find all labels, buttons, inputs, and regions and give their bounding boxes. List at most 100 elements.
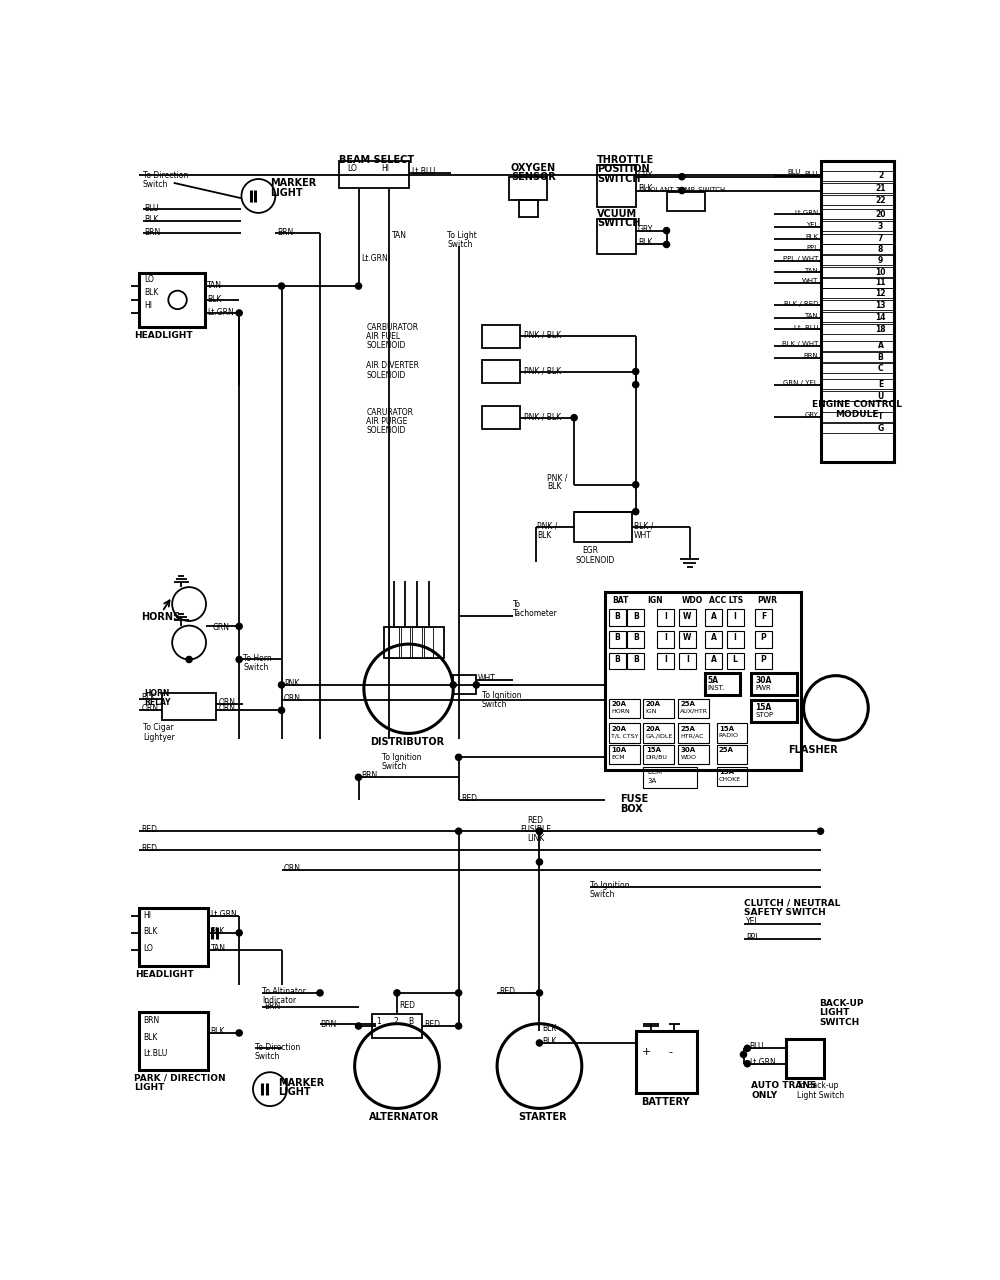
Text: To Direction: To Direction [255, 1043, 300, 1052]
Text: ONLY: ONLY [751, 1091, 777, 1100]
Text: GRN: GRN [212, 623, 229, 632]
Circle shape [236, 929, 242, 936]
Text: HI: HI [144, 301, 152, 310]
Text: YEL: YEL [746, 918, 759, 927]
Text: Switch: Switch [382, 762, 407, 771]
Text: BLK: BLK [144, 215, 159, 224]
Text: To Ignition: To Ignition [590, 881, 629, 891]
Text: ORN: ORN [284, 694, 301, 703]
Circle shape [679, 187, 685, 193]
Bar [339, 161, 409, 188]
Text: LIGHT: LIGHT [270, 188, 303, 198]
Text: LINK: LINK [527, 835, 544, 844]
Text: PARK / DIRECTION: PARK / DIRECTION [134, 1074, 225, 1083]
Circle shape [278, 708, 285, 713]
Text: RED: RED [399, 1001, 415, 1010]
Text: STOP: STOP [755, 712, 773, 718]
Text: 30A: 30A [680, 748, 695, 753]
Bar [627, 653, 644, 669]
Text: BLK: BLK [805, 234, 818, 241]
Text: INST.: INST. [707, 685, 725, 691]
Text: BLK: BLK [144, 288, 159, 297]
Bar [727, 609, 744, 626]
Text: HORN: HORN [144, 689, 170, 698]
Text: Tachometer: Tachometer [512, 609, 557, 618]
Bar [820, 300, 894, 310]
Bar [717, 745, 747, 764]
Text: 14: 14 [875, 314, 886, 323]
Text: BRN: BRN [144, 228, 161, 237]
Text: LIGHT: LIGHT [278, 1087, 310, 1097]
Text: MARKER: MARKER [278, 1078, 324, 1088]
Text: A: A [711, 634, 716, 643]
Bar [482, 406, 520, 429]
Text: BLK: BLK [542, 1037, 556, 1046]
Circle shape [236, 623, 242, 630]
Text: BLU: BLU [788, 169, 801, 175]
Text: SENSOR: SENSOR [511, 172, 556, 182]
Text: HEADLIGHT: HEADLIGHT [134, 330, 192, 339]
Text: ORN: ORN [284, 864, 301, 873]
Text: PNK /: PNK / [537, 522, 558, 531]
Text: T/L CTSY: T/L CTSY [611, 733, 639, 739]
Text: To Direction: To Direction [143, 170, 188, 179]
Text: ECM: ECM [647, 769, 662, 774]
Bar [820, 221, 894, 232]
Circle shape [456, 1023, 462, 1029]
Bar [678, 745, 709, 764]
Text: Lt. BLU: Lt. BLU [794, 325, 818, 330]
Bar [820, 195, 894, 205]
Circle shape [355, 283, 362, 289]
Text: BRN: BRN [143, 1016, 159, 1025]
Text: PWR: PWR [757, 596, 777, 605]
Text: W: W [683, 634, 691, 643]
Text: TAN: TAN [392, 230, 407, 239]
Text: BLK: BLK [542, 1024, 556, 1033]
Text: RED: RED [141, 845, 157, 854]
Text: BEAM SELECT: BEAM SELECT [339, 155, 414, 165]
Text: HI: HI [382, 164, 390, 173]
Bar [636, 1032, 697, 1093]
Text: Switch: Switch [482, 700, 507, 709]
Circle shape [740, 1051, 747, 1057]
Text: ENGINE CONTROL: ENGINE CONTROL [812, 399, 902, 410]
Text: PNK / BLK: PNK / BLK [524, 330, 561, 339]
Bar [820, 379, 894, 389]
Text: FLASHER: FLASHER [788, 745, 838, 755]
Text: B: B [878, 353, 883, 362]
Text: Switch: Switch [255, 1052, 280, 1061]
Text: HEADLIGHT: HEADLIGHT [135, 970, 194, 979]
Text: To Light: To Light [447, 230, 477, 239]
Text: A: A [711, 655, 716, 664]
Bar [643, 767, 697, 788]
Text: ORN: ORN [141, 704, 158, 713]
Text: POSITION: POSITION [597, 164, 650, 174]
Bar [482, 360, 520, 383]
Text: Lt.BLU: Lt.BLU [411, 168, 435, 177]
Text: SOLENOID: SOLENOID [366, 342, 406, 351]
Bar [401, 627, 410, 658]
Text: 11: 11 [875, 278, 886, 287]
Text: 18: 18 [875, 325, 886, 334]
Text: I: I [686, 655, 689, 664]
Bar [679, 653, 696, 669]
Text: TAN: TAN [804, 314, 818, 319]
Text: RED: RED [141, 826, 157, 835]
Bar [412, 627, 422, 658]
Bar [679, 631, 696, 648]
Text: 15A: 15A [719, 769, 734, 774]
Bar [609, 653, 626, 669]
Text: GRY: GRY [638, 225, 653, 234]
Text: TAN: TAN [207, 280, 222, 289]
Bar [705, 673, 740, 695]
Circle shape [186, 657, 192, 663]
Bar [717, 723, 747, 742]
Circle shape [278, 682, 285, 687]
Circle shape [536, 859, 543, 865]
Text: ORN: ORN [218, 704, 235, 713]
Bar [820, 352, 894, 362]
Text: WHT: WHT [802, 278, 818, 284]
Bar [820, 183, 894, 193]
Text: Switch: Switch [590, 891, 615, 900]
Text: 1: 1 [376, 1016, 381, 1025]
